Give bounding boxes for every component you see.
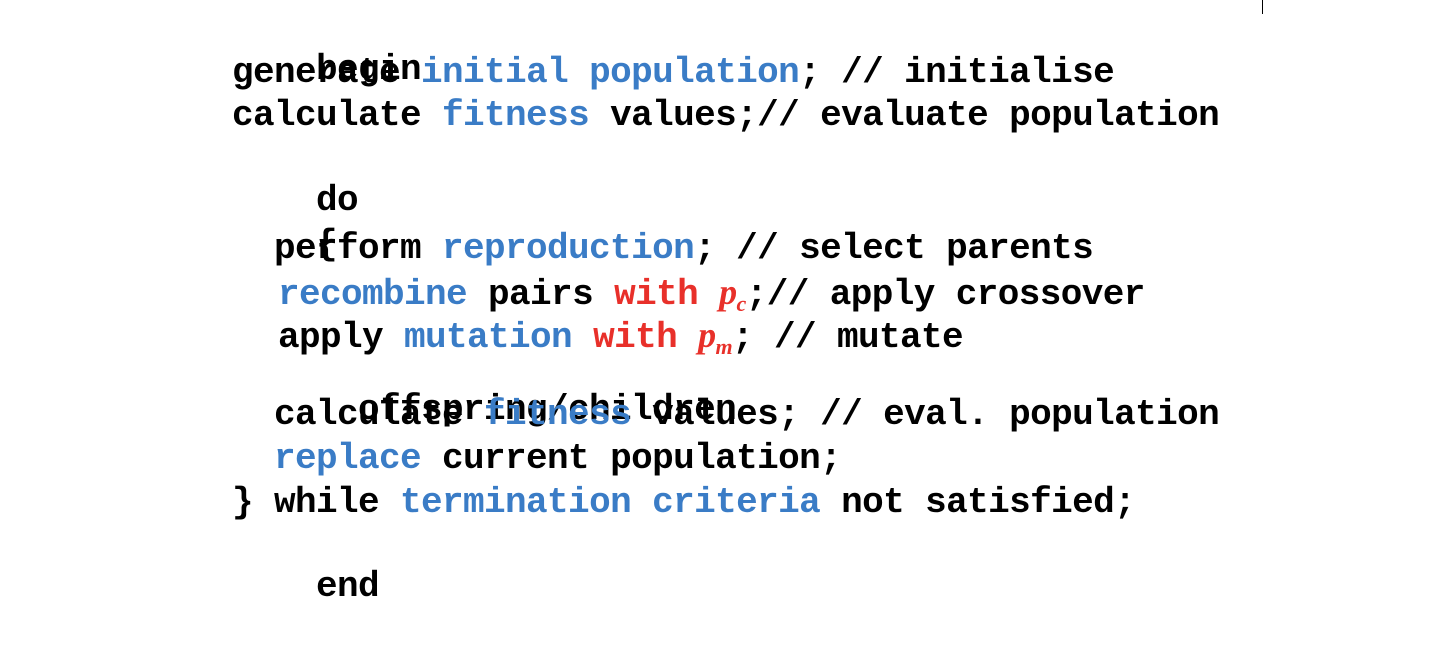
open-brace: { [316,224,338,265]
term-fitness: fitness [484,394,632,435]
edge-marker [1262,0,1263,14]
comment-mutate: ; // mutate [732,317,964,358]
text-current-population: current population; [421,438,842,479]
code-line-calculate-fitness-2: calculate fitness values; // eval. popul… [274,394,1220,435]
code-line-offspring: offspring/children [274,350,737,430]
comment-initialise: ; // initialise [799,52,1115,93]
term-initial-population: initial population [421,52,800,93]
code-line-mutation: apply mutation with pm; // mutate [278,315,964,359]
comment-eval-population: values; // eval. population [631,394,1220,435]
symbol-p: p [698,315,716,355]
term-recombine: recombine [278,274,468,315]
code-line-end: end [232,527,380,607]
symbol-p-m: pm [698,315,733,359]
text-calculate: calculate [232,95,443,136]
text-generate: generate [232,52,422,93]
subscript-m: m [715,334,733,359]
code-line-begin: begin [232,10,422,90]
term-mutation: mutation [404,317,573,358]
keyword-with-pm: with [572,317,699,358]
comment-offspring-children: offspring/children [358,389,737,430]
symbol-p: p [719,272,737,312]
code-line-calculate-fitness: calculate fitness values;// evaluate pop… [232,95,1220,136]
text-perform: perform [274,228,443,269]
keyword-begin: begin [316,49,422,90]
code-line-recombine: recombine pairs with pc;// apply crossov… [278,272,1146,316]
text-close-brace-while: } while [232,482,401,523]
symbol-p-c: pc [719,272,746,316]
text-apply: apply [278,317,405,358]
keyword-end: end [316,566,380,607]
subscript-c: c [736,291,747,316]
code-line-generate: generate initial population; // initiali… [232,52,1115,93]
code-line-open-brace: { [232,185,338,265]
term-reproduction: reproduction [442,228,695,269]
code-line-while: } while termination criteria not satisfi… [232,482,1136,523]
keyword-with-pc: with [614,274,720,315]
code-line-reproduction: perform reproduction; // select parents [274,228,1094,269]
term-termination-criteria: termination criteria [400,482,821,523]
code-line-replace: replace current population; [274,438,842,479]
comment-apply-crossover: ;// apply crossover [745,274,1146,315]
term-fitness: fitness [442,95,590,136]
text-pairs: pairs [467,274,615,315]
text-calculate: calculate [274,394,485,435]
keyword-do: do [316,180,359,221]
code-line-do: do [232,141,359,221]
term-replace: replace [274,438,422,479]
comment-evaluate-population: values;// evaluate population [589,95,1220,136]
comment-select-parents: ; // select parents [694,228,1094,269]
text-not-satisfied: not satisfied; [820,482,1136,523]
